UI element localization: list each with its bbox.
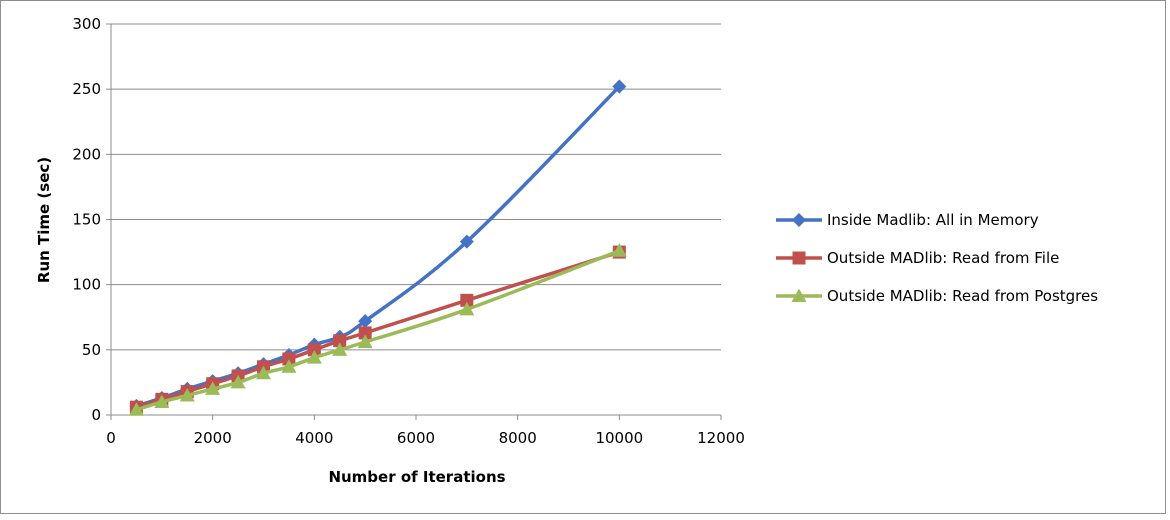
axes: 0 50 100 150 200 250 300 0 2000 4000 6000 8000 10000…	[72, 15, 745, 447]
y-tick-label: 50	[82, 341, 101, 359]
y-tick-label: 250	[72, 80, 101, 98]
data-point	[612, 79, 627, 94]
data-point	[282, 352, 296, 366]
x-tick-label: 10000	[595, 429, 643, 447]
series-line	[134, 84, 622, 408]
y-tick-label: 300	[72, 15, 101, 33]
data-point	[358, 314, 373, 329]
x-tick-label: 6000	[397, 429, 435, 447]
x-tick-label: 2000	[194, 429, 232, 447]
y-tick-label: 100	[72, 276, 101, 294]
data-point	[459, 301, 475, 316]
y-tick-label: 0	[91, 406, 101, 424]
series-group	[128, 79, 627, 416]
legend-marker	[792, 213, 806, 227]
legend-item-1: Inside Madlib: All in Memory	[776, 211, 1039, 229]
y-tick-label: 150	[72, 211, 101, 229]
data-point	[357, 334, 373, 349]
data-point	[230, 374, 246, 389]
data-point	[128, 402, 144, 416]
legend-label: Inside Madlib: All in Memory	[827, 211, 1039, 229]
x-tick-label: 8000	[499, 429, 537, 447]
legend-item-3: Outside MADlib: Read from Postgres	[776, 287, 1098, 305]
data-point	[179, 387, 195, 402]
data-point	[358, 326, 372, 340]
series-2	[129, 245, 626, 414]
x-tick-label: 12000	[697, 429, 745, 447]
y-tick-label: 200	[72, 145, 101, 163]
legend-marker	[791, 288, 807, 302]
series-1	[129, 79, 627, 413]
legend-label: Outside MADlib: Read from Postgres	[827, 287, 1098, 305]
y-axis-title: Run Time (sec)	[35, 157, 53, 283]
data-point	[332, 342, 348, 356]
data-point	[333, 334, 347, 348]
gridlines	[111, 23, 721, 351]
legend: Inside Madlib: All in Memory Outside MADl…	[776, 211, 1098, 305]
data-point	[460, 293, 474, 307]
data-point	[281, 359, 297, 373]
x-axis-title: Number of Iterations	[328, 468, 505, 486]
data-point	[307, 343, 321, 357]
x-tick-label: 4000	[295, 429, 333, 447]
legend-marker	[792, 251, 806, 265]
x-tick-label: 0	[106, 429, 116, 447]
data-point	[459, 234, 474, 249]
legend-label: Outside MADlib: Read from File	[827, 249, 1059, 267]
data-point	[205, 381, 221, 395]
series-3	[128, 243, 627, 416]
legend-item-2: Outside MADlib: Read from File	[776, 249, 1059, 267]
data-point	[154, 394, 170, 408]
data-point	[256, 365, 271, 380]
data-point	[611, 243, 627, 257]
data-point	[306, 350, 322, 364]
